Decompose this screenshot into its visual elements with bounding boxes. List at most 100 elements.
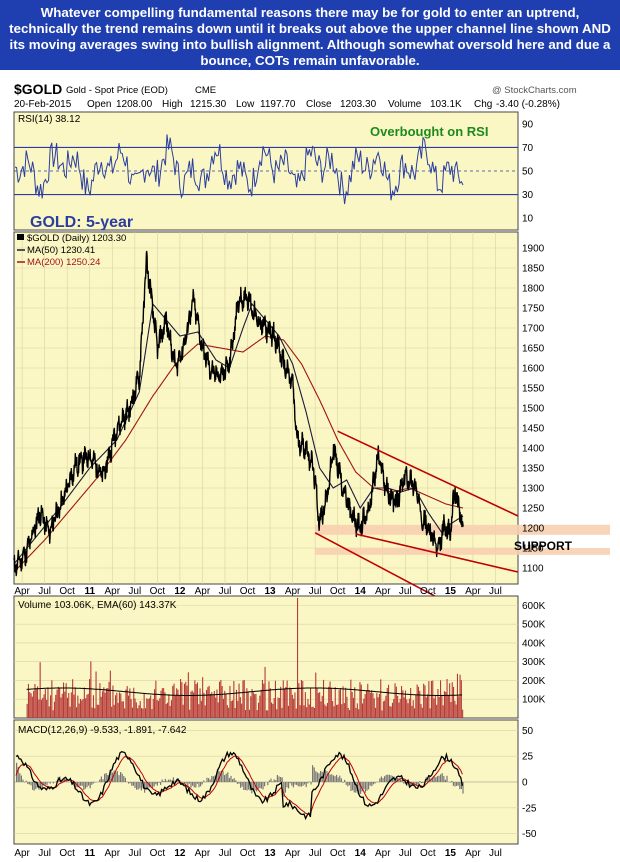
- volume-bar: [278, 698, 280, 718]
- volume-bar: [178, 695, 180, 718]
- volume-bar: [33, 690, 35, 718]
- macd-hist-bar: [41, 782, 43, 789]
- macd-hist-bar: [452, 782, 454, 786]
- volume-bar: [195, 684, 197, 718]
- volume-bar: [350, 679, 352, 718]
- volume-bar: [232, 700, 234, 718]
- legend-ma200: MA(200) 1250.24: [27, 257, 100, 268]
- volume-bar: [27, 683, 29, 718]
- macd-hist-bar: [444, 779, 446, 782]
- macd-hist-bar: [297, 782, 299, 787]
- x-tick-label: Apr: [14, 586, 30, 597]
- volume-bar: [141, 708, 143, 718]
- volume-bar: [56, 689, 58, 718]
- quote-date: 20-Feb-2015: [14, 99, 72, 110]
- macd-hist-bar: [145, 782, 147, 790]
- macd-hist-bar: [76, 782, 78, 788]
- volume-bar: [362, 703, 364, 718]
- volume-ema-line: [26, 687, 463, 696]
- volume-bar: [126, 686, 128, 718]
- macd-hist-bar: [419, 781, 421, 782]
- macd-hist-bar: [246, 782, 248, 791]
- volume-bar: [259, 695, 261, 718]
- volume-bar: [230, 701, 232, 718]
- macd-tick-label: -50: [522, 829, 537, 840]
- volume-bar: [406, 699, 408, 718]
- x-tick-label: Apr: [375, 586, 391, 597]
- x-tick-label: 13: [264, 586, 276, 597]
- high-value: 1215.30: [190, 99, 227, 110]
- volume-bar: [226, 705, 228, 718]
- price-tick-label: 1850: [522, 264, 545, 275]
- x-tick-label: Oct: [240, 848, 256, 859]
- volume-bar: [156, 699, 158, 718]
- volume-bar: [372, 693, 374, 718]
- volume-bar: [118, 692, 120, 718]
- rsi-axis: 90 70 50 30 10: [522, 119, 534, 224]
- macd-hist-bar: [124, 777, 126, 782]
- macd-hist-bar: [254, 782, 256, 791]
- macd-hist-bar: [156, 782, 158, 786]
- volume-bar: [185, 681, 187, 718]
- volume-bar: [382, 701, 384, 718]
- x-tick-label: Jul: [219, 848, 232, 859]
- price-tick-label: 1750: [522, 304, 545, 315]
- macd-hist-bar: [161, 779, 163, 782]
- macd-hist-bar: [422, 782, 424, 783]
- volume-bar: [377, 697, 379, 718]
- macd-hist-bar: [134, 782, 136, 788]
- volume-bar: [391, 702, 393, 718]
- macd-hist-bar: [196, 782, 198, 784]
- macd-hist-bar: [241, 782, 243, 787]
- macd-hist-bar: [132, 782, 134, 786]
- macd-hist-bar: [396, 777, 398, 782]
- macd-hist-bar: [257, 782, 259, 789]
- channel-line-2: [355, 533, 519, 573]
- volume-bar: [161, 688, 163, 718]
- volume-bar: [76, 707, 78, 718]
- volume-bar: [215, 697, 217, 718]
- macd-hist-bar: [345, 782, 347, 785]
- macd-hist-bar: [307, 782, 309, 784]
- macd-hist-bar: [83, 782, 85, 790]
- volume-bar: [31, 696, 33, 718]
- volume-bar: [271, 702, 273, 718]
- x-tick-label: 14: [355, 586, 367, 597]
- volume-bar: [349, 710, 351, 718]
- price-tick-label: 1700: [522, 324, 545, 335]
- volume-bar: [462, 709, 464, 718]
- macd-hist-bar: [40, 782, 42, 788]
- macd-hist-bar: [144, 782, 146, 793]
- volume-bar: [258, 702, 260, 718]
- macd-hist-bar: [387, 774, 389, 782]
- volume-bar: [235, 689, 237, 718]
- macd-hist-bar: [313, 767, 315, 782]
- volume-bar: [122, 701, 124, 718]
- macd-hist-bar: [171, 780, 173, 782]
- macd-hist-bar: [372, 782, 374, 785]
- volume-bar: [213, 691, 215, 718]
- macd-hist-bar: [416, 782, 418, 785]
- volume-bar: [254, 694, 256, 718]
- macd-hist-bar: [238, 782, 240, 784]
- volume-bar: [183, 683, 185, 718]
- macd-hist-bar: [243, 782, 245, 790]
- macd-hist-bar: [291, 782, 293, 786]
- volume-bar: [290, 688, 292, 718]
- volume-bar: [415, 694, 417, 718]
- macd-hist-bar: [230, 775, 232, 782]
- volume-bar: [196, 682, 198, 718]
- volume-bar: [238, 683, 240, 718]
- volume-bar: [169, 705, 171, 718]
- volume-bar: [163, 688, 165, 718]
- volume-bar: [234, 708, 236, 718]
- volume-bar: [198, 704, 200, 718]
- volume-bar: [437, 689, 439, 718]
- macd-hist-bar: [348, 782, 350, 786]
- volume-tick-label: 600K: [522, 601, 546, 612]
- price-tick-label: 1100: [522, 564, 544, 575]
- x-tick-label: Oct: [330, 586, 346, 597]
- volume-bar: [385, 695, 387, 718]
- macd-hist-bar: [120, 772, 122, 782]
- volume-bar: [77, 695, 79, 718]
